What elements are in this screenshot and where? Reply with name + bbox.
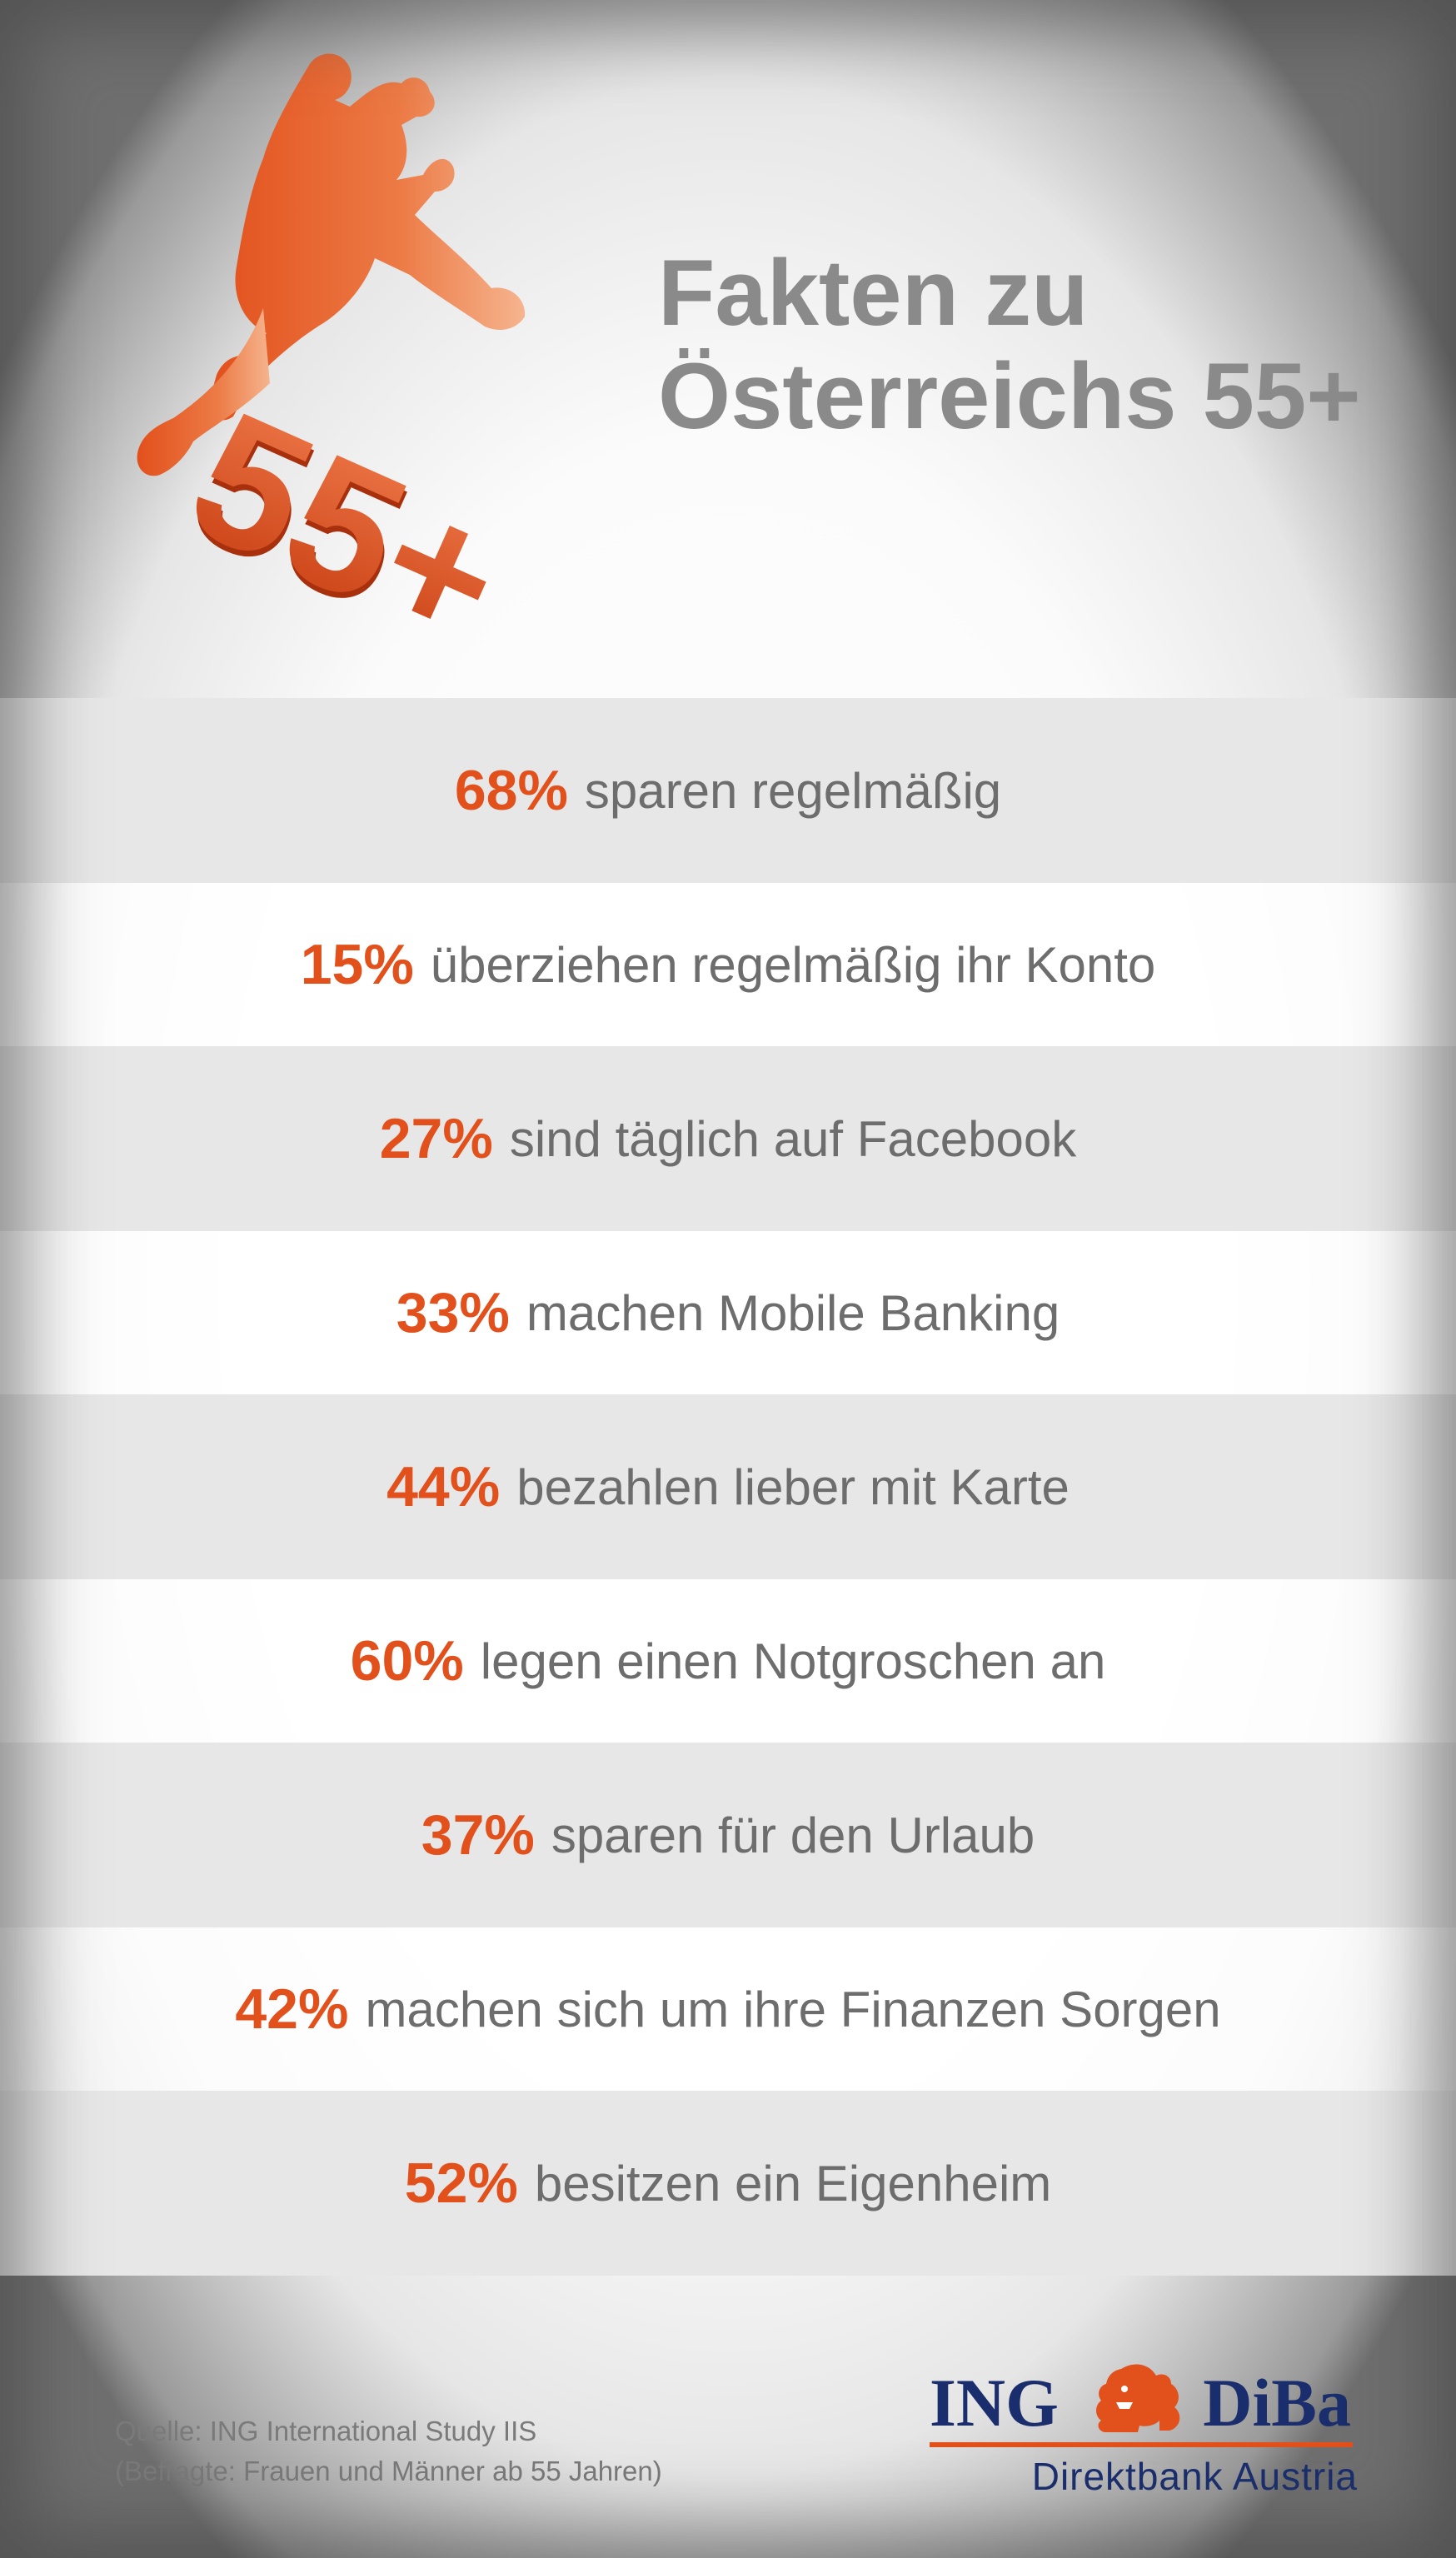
source-note: Quelle: ING International Study IIS (Bef…	[115, 2411, 662, 2491]
source-line-1: Quelle: ING International Study IIS	[115, 2416, 537, 2446]
fact-text: sparen für den Urlaub	[551, 1807, 1035, 1863]
fact-text: überziehen regelmäßig ihr Konto	[430, 936, 1156, 993]
fact-row: 27% sind täglich auf Facebook	[0, 1046, 1456, 1231]
fact-text: sparen regelmäßig	[584, 762, 1002, 819]
facts-list: 68% sparen regelmäßig 15% überziehen reg…	[0, 698, 1456, 2276]
footer: Quelle: ING International Study IIS (Bef…	[0, 2266, 1456, 2558]
fact-text: besitzen ein Eigenheim	[534, 2155, 1052, 2211]
fact-row: 68% sparen regelmäßig	[0, 698, 1456, 883]
source-line-2: (Befragte: Frauen und Männer ab 55 Jahre…	[115, 2456, 662, 2486]
title-line-2: Österreichs 55+	[658, 344, 1361, 448]
fact-percent: 42%	[235, 1977, 349, 2041]
title-line-1: Fakten zu	[658, 241, 1089, 345]
fact-text: legen einen Notgroschen an	[480, 1633, 1106, 1689]
fact-percent: 33%	[396, 1281, 510, 1344]
fact-text: machen Mobile Banking	[526, 1284, 1060, 1341]
header: 55 55+ Fakten zu Österreichs 55+	[0, 0, 1456, 698]
logo-diba-text: DiBa	[1203, 2365, 1351, 2441]
jumping-man-55-plus-illustration: 55 55+	[137, 53, 531, 650]
fact-row: 42% machen sich um ihre Finanzen Sorgen	[0, 1927, 1456, 2091]
fact-row: 52% besitzen ein Eigenheim	[0, 2091, 1456, 2276]
logo-ing-text: ING	[930, 2365, 1059, 2441]
logo-divider	[930, 2442, 1353, 2447]
fact-text: bezahlen lieber mit Karte	[516, 1459, 1070, 1515]
fact-percent: 68%	[454, 759, 568, 822]
fact-percent: 37%	[421, 1803, 535, 1867]
fact-row: 37% sparen für den Urlaub	[0, 1743, 1456, 1927]
fact-row: 60% legen einen Notgroschen an	[0, 1579, 1456, 1743]
page-title: Fakten zu Österreichs 55+	[658, 242, 1424, 448]
ing-diba-logo: ING DiBa Direktbank Austria	[925, 2357, 1358, 2507]
lion-icon	[1096, 2364, 1180, 2432]
fact-row: 44% bezahlen lieber mit Karte	[0, 1394, 1456, 1579]
fact-percent: 44%	[386, 1455, 501, 1518]
fact-text: sind täglich auf Facebook	[509, 1110, 1077, 1167]
fact-percent: 60%	[350, 1629, 464, 1693]
jumping-man-icon	[137, 53, 526, 476]
fact-text: machen sich um ihre Finanzen Sorgen	[365, 1981, 1221, 2037]
logo-subtitle: Direktbank Austria	[1031, 2455, 1358, 2498]
fact-row: 33% machen Mobile Banking	[0, 1231, 1456, 1394]
fact-percent: 27%	[379, 1107, 493, 1170]
fact-row: 15% überziehen regelmäßig ihr Konto	[0, 883, 1456, 1046]
fact-percent: 15%	[300, 933, 414, 996]
fact-percent: 52%	[404, 2152, 518, 2215]
